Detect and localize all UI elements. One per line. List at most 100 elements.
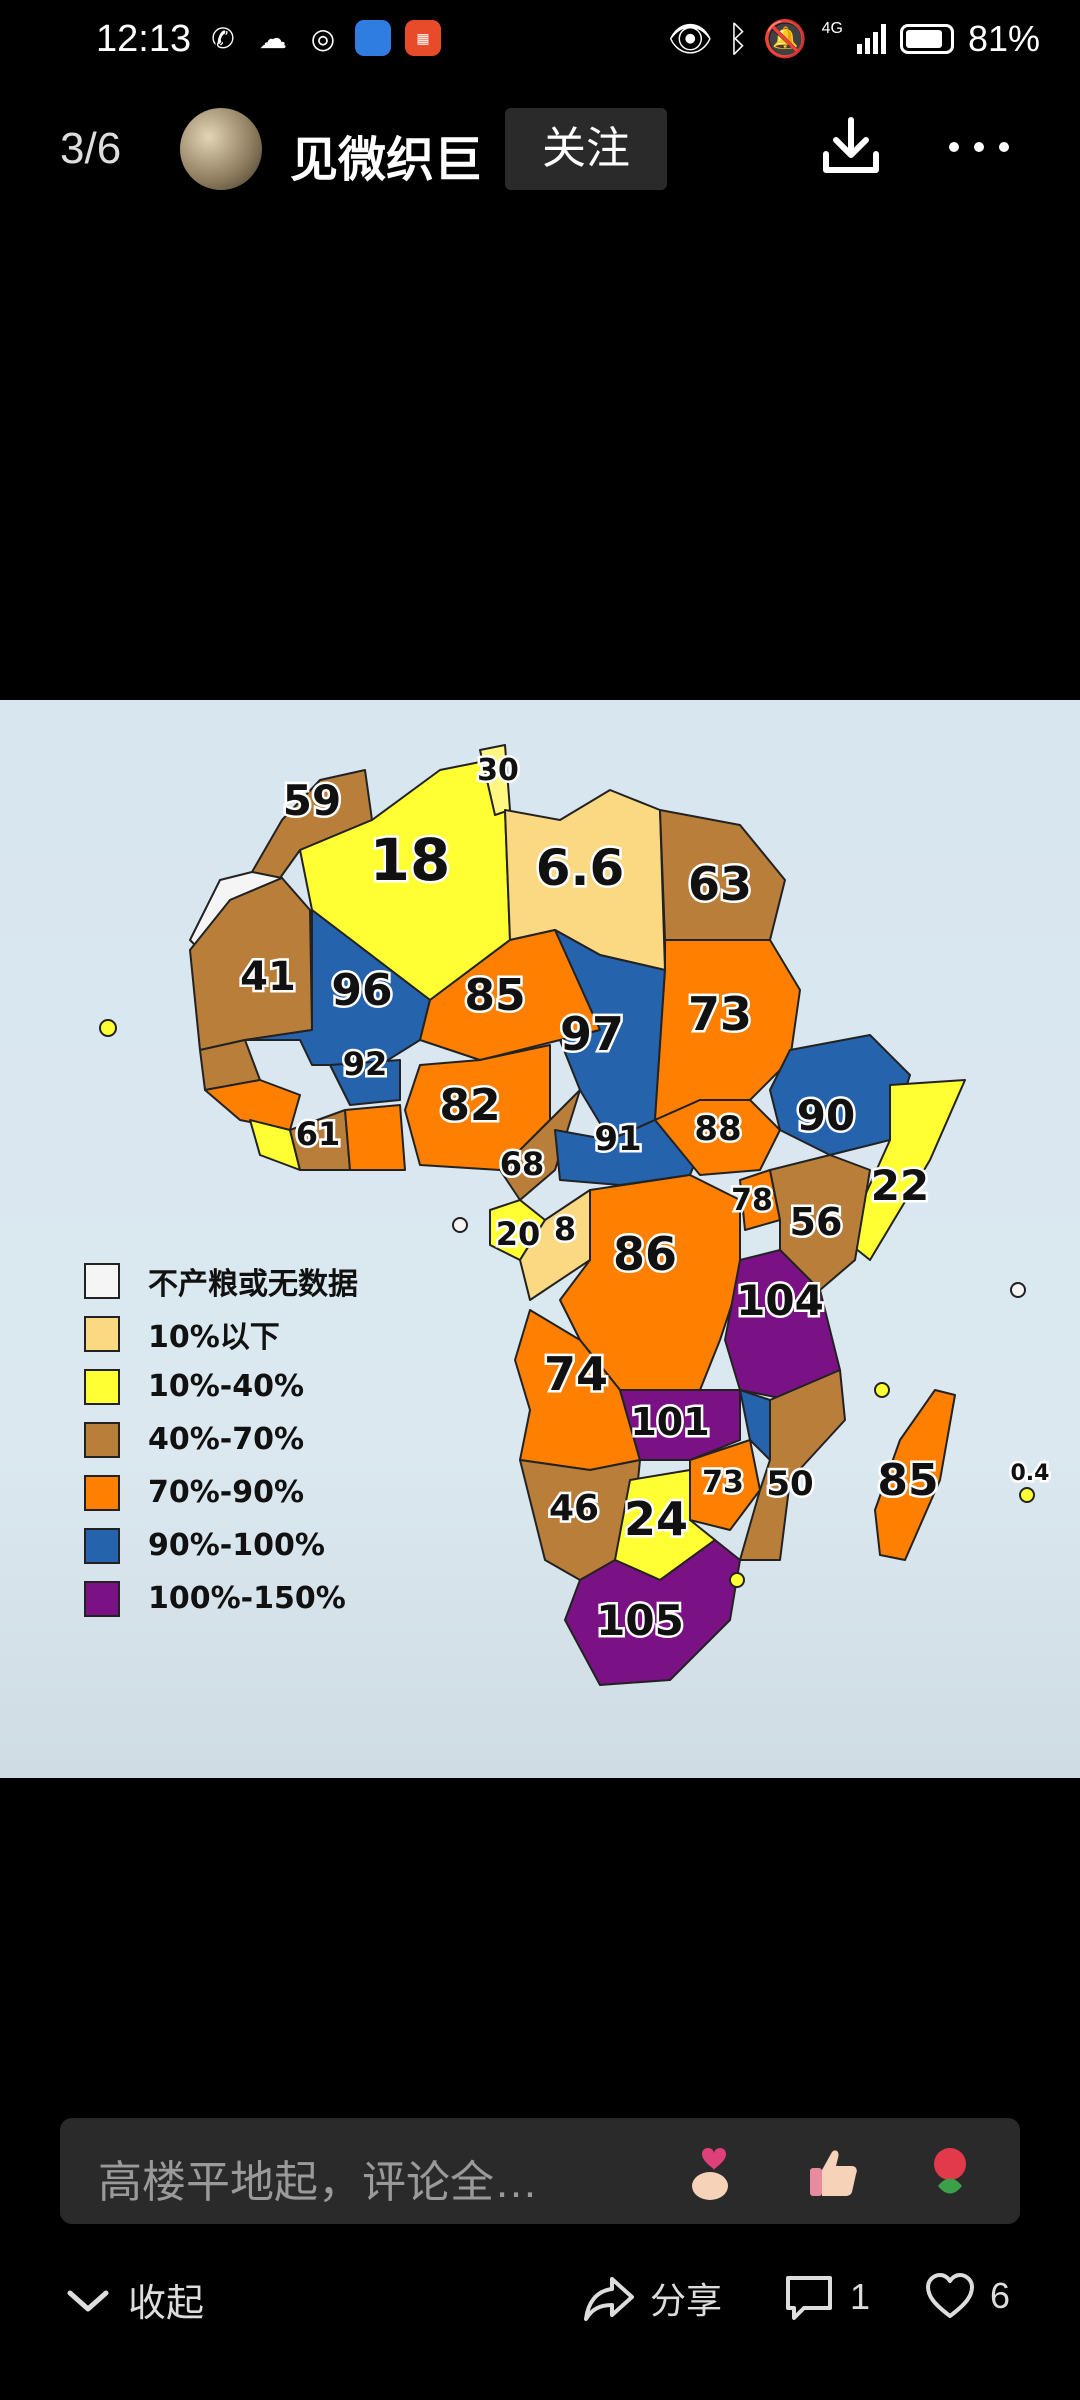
map-value-label: 101: [630, 1400, 709, 1444]
wechat-icon: ☁: [259, 22, 287, 54]
region-madagascar: [874, 1389, 956, 1561]
map-value-label: 104: [736, 1276, 824, 1325]
region-cameroon: [499, 1089, 581, 1201]
share-button[interactable]: 分享: [582, 2272, 722, 2324]
map-value-label: 61: [296, 1115, 341, 1153]
network-type: 4G: [821, 20, 843, 37]
app-icon: [355, 20, 391, 56]
bluetooth-icon: ᛒ: [727, 18, 749, 59]
map-value-label: 78: [731, 1183, 773, 1218]
region-ethiopia: [769, 1034, 911, 1156]
legend-swatch: [84, 1262, 120, 1299]
island: [874, 1382, 890, 1398]
map-value-label: 20: [496, 1215, 541, 1253]
author-name[interactable]: 见微织巨: [290, 134, 483, 187]
legend-swatch: [84, 1315, 120, 1352]
region-burkina: [329, 1059, 401, 1106]
region-liberia: [249, 1119, 301, 1171]
map-value-label: 50: [766, 1464, 813, 1504]
legend-label: 10%以下: [148, 1319, 280, 1355]
post-image[interactable]: 30 59 18 6.6 63 41 96 85 97 73 92 82 90 61 68 91 88 22 78 5…: [0, 700, 1080, 1778]
notification-icons: ✆ ☁ ◎ ▦: [205, 20, 441, 56]
region-somalia: [844, 1079, 966, 1261]
share-icon: [584, 2277, 634, 2321]
map-value-label: 73: [702, 1465, 744, 1500]
share-label: 分享: [650, 2280, 723, 2321]
map-value-label: 0.4: [1011, 1461, 1050, 1486]
image-counter: 3/6: [60, 124, 122, 173]
region-ghana: [344, 1104, 406, 1171]
map-value-label: 41: [240, 954, 296, 1000]
follow-button[interactable]: 关注: [505, 108, 667, 190]
legend-item: 90%-100%: [84, 1519, 358, 1572]
action-bar: 收起 分享 1 6: [0, 2268, 1080, 2334]
system-icons: 👁 ᛒ 🔕 4G 81%: [667, 18, 1040, 60]
more-icon[interactable]: [944, 122, 1014, 172]
comments-count: 1: [850, 2276, 871, 2317]
comments-button[interactable]: 1: [782, 2272, 870, 2322]
battery-percent: 81%: [967, 18, 1040, 59]
region-morocco: [251, 769, 373, 879]
comment-icon: [786, 2276, 832, 2320]
region-mozambique: [739, 1369, 846, 1561]
legend-label: 不产粮或无数据: [148, 1266, 358, 1302]
legend-label: 10%-40%: [148, 1369, 305, 1404]
legend-swatch: [84, 1421, 120, 1458]
map-value-label: 97: [560, 1007, 624, 1061]
thumbs-up-icon[interactable]: [800, 2140, 864, 2204]
map-value-label: 82: [439, 1080, 500, 1131]
mute-icon: 🔕: [762, 18, 808, 59]
app-icon: ▦: [405, 20, 441, 56]
map-labels: 30 59 18 6.6 63 41 96 85 97 73 92 82 90 61 68 91 88 22 78 5…: [238, 751, 1052, 1648]
avatar[interactable]: [180, 108, 262, 190]
collapse-button[interactable]: 收起: [64, 2272, 204, 2327]
chevron-down-icon: [67, 2290, 109, 2311]
legend-item: 40%-70%: [84, 1413, 358, 1466]
eye-icon: 👁: [667, 18, 714, 59]
map-value-label: 63: [688, 857, 752, 911]
legend-swatch: [84, 1580, 120, 1617]
map-value-label: 46: [549, 1488, 599, 1529]
map-value-label: 90: [797, 1091, 855, 1140]
legend-label: 90%-100%: [148, 1528, 325, 1563]
island: [1010, 1282, 1026, 1298]
likes-count: 6: [990, 2275, 1011, 2316]
status-time: 12:13: [96, 18, 192, 60]
download-icon[interactable]: [816, 112, 886, 182]
legend-item: 10%以下: [84, 1307, 358, 1360]
map-value-label: 74: [544, 1347, 608, 1401]
map-value-label: 30: [477, 753, 519, 788]
map-value-label: 18: [370, 826, 451, 894]
map-value-label: 96: [331, 965, 392, 1016]
island: [1019, 1487, 1035, 1503]
finger-heart-icon[interactable]: [680, 2140, 744, 2204]
map-legend: 不产粮或无数据 10%以下 10%-40% 40%-70% 70%-90% 90…: [84, 1254, 358, 1625]
legend-item: 10%-40%: [84, 1360, 358, 1413]
island: [452, 1217, 468, 1233]
missed-call-icon: ✆: [211, 22, 235, 54]
map-value-label: 86: [613, 1227, 677, 1281]
comment-placeholder: 高楼平地起，评论全…: [98, 2158, 538, 2207]
rose-icon[interactable]: [918, 2140, 982, 2204]
region-south-africa: [564, 1539, 741, 1686]
map-value-label: 68: [500, 1145, 545, 1183]
browser-icon: ◎: [310, 22, 336, 54]
status-bar: 12:13 ✆ ☁ ◎ ▦ 👁 ᛒ 🔕 4G 81%: [0, 0, 1080, 80]
map-value-label: 91: [594, 1119, 641, 1159]
legend-item: 70%-90%: [84, 1466, 358, 1519]
map-value-label: 8: [554, 1210, 576, 1248]
island: [99, 1019, 117, 1037]
legend-item: 100%-150%: [84, 1572, 358, 1625]
region-kenya: [769, 1154, 871, 1291]
like-button[interactable]: 6: [924, 2272, 1010, 2320]
collapse-label: 收起: [128, 2283, 205, 2325]
map-value-label: 85: [877, 1455, 938, 1506]
region-guinea: [204, 1079, 301, 1131]
signal-icon: [856, 24, 886, 54]
legend-label: 70%-90%: [148, 1475, 305, 1510]
map-value-label: 92: [343, 1045, 388, 1083]
comment-input[interactable]: 高楼平地起，评论全…: [60, 2118, 1020, 2224]
map-value-label: 59: [283, 776, 341, 825]
heart-icon: [926, 2273, 974, 2318]
island: [729, 1572, 745, 1588]
